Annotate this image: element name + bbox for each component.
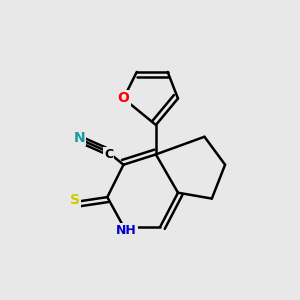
- Text: N: N: [74, 131, 85, 145]
- Text: S: S: [70, 193, 80, 207]
- Text: C: C: [104, 148, 113, 161]
- Text: O: O: [118, 92, 129, 106]
- Text: NH: NH: [116, 224, 137, 238]
